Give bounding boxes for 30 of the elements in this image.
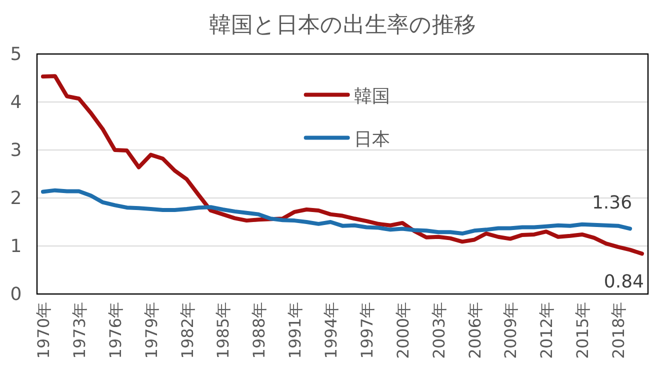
line-series: [40, 74, 644, 256]
x-tick-label: 2009年: [501, 302, 520, 359]
data-label: 0.84: [604, 272, 644, 293]
x-tick-label: 2000年: [393, 302, 412, 359]
x-tick-label: 1997年: [357, 302, 376, 359]
y-tick-label: 1: [10, 236, 22, 257]
y-tick-label: 2: [10, 188, 22, 209]
x-tick-label: 1979年: [142, 302, 161, 359]
x-tick-label: 1970年: [34, 302, 53, 359]
y-tick-label: 0: [10, 284, 22, 305]
x-tick-label: 1994年: [322, 302, 341, 359]
y-tick-label: 3: [10, 140, 22, 161]
x-tick-label: 2015年: [573, 302, 592, 359]
legend-label: 韓国: [354, 86, 390, 107]
y-tick-label: 4: [10, 92, 22, 113]
x-tick-label: 1973年: [70, 302, 89, 359]
x-tick-label: 1976年: [106, 302, 125, 359]
y-tick-label: 5: [10, 44, 22, 65]
x-tick-label: 2018年: [609, 302, 628, 359]
line-series: [40, 188, 632, 236]
x-tick-label: 1991年: [286, 302, 305, 359]
x-tick-label: 2003年: [429, 302, 448, 359]
x-tick-label: 1982年: [178, 302, 197, 359]
x-tick-label: 2012年: [537, 302, 556, 359]
x-tick-label: 2006年: [465, 302, 484, 359]
x-tick-label: 1985年: [214, 302, 233, 359]
data-label: 1.36: [592, 192, 632, 214]
legend-label: 日本: [354, 128, 390, 150]
x-tick-label: 1988年: [250, 302, 269, 359]
chart-title: 韓国と日本の出生率の推移: [209, 13, 476, 38]
